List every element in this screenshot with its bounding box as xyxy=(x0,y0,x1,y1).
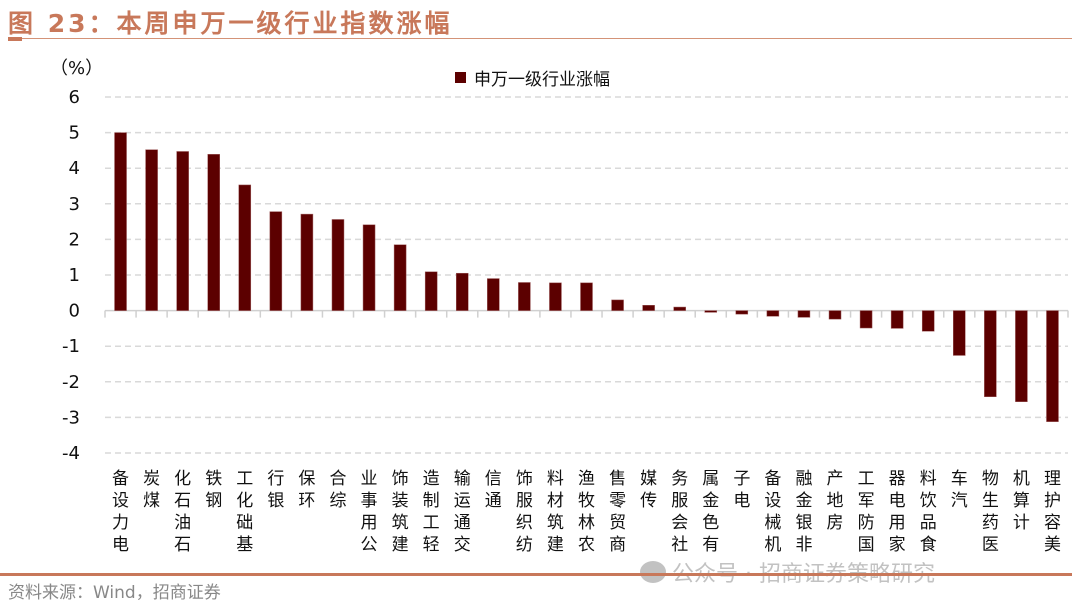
bar-商贸零售 xyxy=(611,299,624,311)
category-label: 家用电器 xyxy=(888,469,906,555)
bar-综合 xyxy=(331,219,345,311)
category-label: 银行 xyxy=(267,469,285,511)
category-label: 电子 xyxy=(733,469,751,511)
bar-建筑材料 xyxy=(549,282,562,311)
bar-轻工制造 xyxy=(424,271,438,311)
bar-计算机 xyxy=(1015,310,1028,402)
bar-石油石化 xyxy=(176,151,189,311)
category-label: 建筑装饰 xyxy=(391,469,409,555)
title-divider-accent xyxy=(8,37,22,41)
legend: 申万一级行业涨幅 xyxy=(455,65,610,90)
category-label: 农林牧渔 xyxy=(578,469,595,555)
category-label: 钢铁 xyxy=(205,469,223,511)
bar-社会服务 xyxy=(673,306,686,311)
category-label: 医药生物 xyxy=(981,469,999,555)
category-label: 建筑材料 xyxy=(546,469,564,555)
bar-银行 xyxy=(269,211,283,311)
bar-医药生物 xyxy=(984,310,997,398)
y-tick-label: 0 xyxy=(69,301,80,322)
y-tick-label: 1 xyxy=(69,265,80,286)
y-axis-unit: （%） xyxy=(50,58,104,79)
bar-电子 xyxy=(735,310,749,315)
watermark: 公众号 · 招商证券策略研究 xyxy=(640,556,935,588)
bar-公用事业 xyxy=(362,224,376,311)
y-tick-label: -1 xyxy=(62,336,80,357)
bar-基础化工 xyxy=(238,184,252,311)
category-label: 公用事业 xyxy=(360,469,378,555)
category-label: 有色金属 xyxy=(702,469,720,555)
bar-机械设备 xyxy=(766,310,780,317)
bar-钢铁 xyxy=(207,154,220,311)
y-tick-label: 3 xyxy=(69,194,80,215)
category-label: 食品饮料 xyxy=(919,469,937,555)
bar-有色金属 xyxy=(704,310,718,313)
bar-纺织服饰 xyxy=(518,282,531,311)
category-label: 计算机 xyxy=(1012,469,1030,533)
category-label: 环保 xyxy=(298,469,316,511)
category-label: 汽车 xyxy=(950,469,968,511)
category-label: 轻工制造 xyxy=(422,469,440,555)
category-label: 电力设备 xyxy=(112,469,130,555)
category-label: 商贸零售 xyxy=(609,469,627,555)
category-label: 非银金融 xyxy=(795,469,813,555)
bar-传媒 xyxy=(642,305,655,311)
legend-label: 申万一级行业涨幅 xyxy=(474,70,610,90)
y-tick-label: 2 xyxy=(69,229,80,250)
category-label: 房地产 xyxy=(826,469,844,533)
category-label: 煤炭 xyxy=(143,469,161,511)
bar-电力设备 xyxy=(114,132,127,311)
y-tick-label: -4 xyxy=(62,443,80,464)
y-tick-label: -3 xyxy=(62,407,80,428)
bar-美容护理 xyxy=(1046,310,1059,422)
category-label: 社会服务 xyxy=(671,469,689,555)
bar-农林牧渔 xyxy=(580,282,593,311)
source-note: 资料来源：Wind，招商证券 xyxy=(8,583,221,603)
y-tick-label: 5 xyxy=(69,123,80,144)
y-tick-label: 6 xyxy=(69,87,80,108)
bar-交通运输 xyxy=(455,272,469,311)
category-label: 基础化工 xyxy=(236,469,254,555)
category-label: 石油石化 xyxy=(174,469,192,555)
category-label: 国防军工 xyxy=(857,469,875,555)
bar-房地产 xyxy=(828,310,842,320)
category-label: 综合 xyxy=(329,469,347,511)
category-label: 交通运输 xyxy=(453,469,471,555)
category-label: 美容护理 xyxy=(1043,469,1061,555)
bar-通信 xyxy=(487,278,500,311)
bar-家用电器 xyxy=(890,310,904,329)
bar-国防军工 xyxy=(859,310,873,329)
category-label: 传媒 xyxy=(640,469,658,511)
category-label: 机械设备 xyxy=(764,469,782,555)
title-divider xyxy=(8,38,1072,39)
bar-环保 xyxy=(300,213,314,311)
wechat-icon xyxy=(640,561,666,583)
bar-汽车 xyxy=(953,310,966,356)
legend-swatch xyxy=(455,72,466,83)
y-tick-label: 4 xyxy=(69,158,80,179)
category-label: 纺织服饰 xyxy=(515,469,533,555)
bar-煤炭 xyxy=(145,149,158,311)
watermark-text: 公众号 · 招商证券策略研究 xyxy=(672,562,935,587)
bar-非银金融 xyxy=(797,310,811,318)
bar-食品饮料 xyxy=(921,310,935,332)
footer-divider xyxy=(0,573,1072,576)
bar-建筑装饰 xyxy=(393,244,407,311)
figure-title: 图 23：本周申万一级行业指数涨幅 xyxy=(8,9,453,38)
y-tick-label: -2 xyxy=(62,372,80,393)
category-label: 通信 xyxy=(484,469,502,511)
